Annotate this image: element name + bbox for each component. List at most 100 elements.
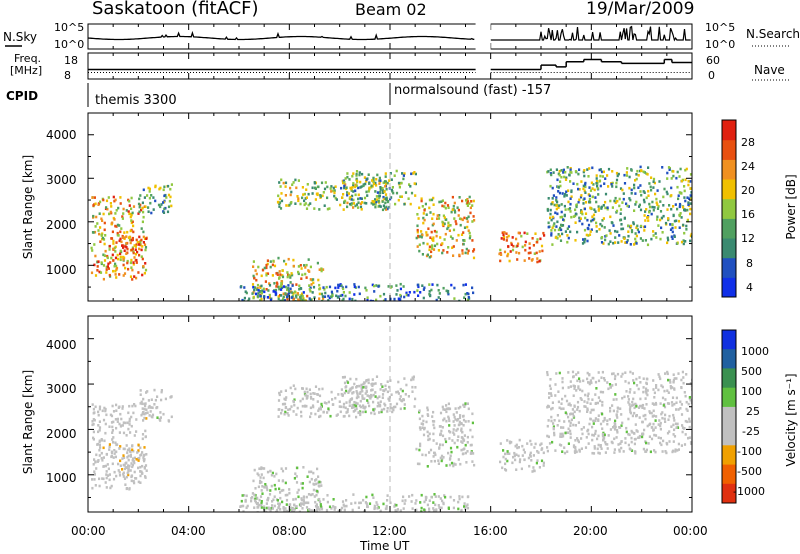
velocity-cell (144, 464, 148, 467)
velocity-cell (262, 476, 265, 480)
power-cell (680, 240, 684, 244)
velocity-cell (619, 426, 622, 429)
velocity-cell (131, 404, 134, 408)
velocity-cell (630, 436, 633, 440)
power-cell (628, 175, 631, 179)
velocity-cell (395, 510, 398, 512)
power-cell (104, 234, 107, 237)
power-cell (555, 196, 558, 199)
velocity-cell (118, 447, 121, 450)
power-cell (257, 292, 260, 295)
power-cell (99, 200, 102, 204)
power-cell (260, 297, 263, 301)
velocity-cell (254, 497, 257, 501)
velocity-cell (293, 507, 296, 511)
velocity-cell (606, 419, 609, 422)
power-cell (678, 205, 681, 209)
power-cell (378, 182, 381, 185)
power-cell (536, 238, 539, 241)
velocity-cell (348, 404, 351, 407)
velocity-cell (671, 404, 674, 407)
power-cell (628, 197, 631, 200)
velocity-cell (615, 436, 618, 439)
velocity-cell (499, 460, 502, 464)
power-cell (625, 171, 628, 174)
velocity-cell (319, 481, 322, 484)
velocity-cell (357, 506, 360, 509)
velocity-cell (529, 451, 532, 455)
power-cell (131, 211, 134, 215)
power-cell (289, 186, 292, 190)
power-cell (690, 191, 692, 194)
power-cell (447, 224, 450, 227)
power-cell (413, 290, 416, 294)
velocity-cell (395, 390, 398, 394)
velocity-cell (444, 440, 448, 444)
velocity-cell (564, 394, 567, 398)
velocity-cell (574, 445, 577, 449)
power-cell (659, 210, 663, 213)
velocity-cell (452, 431, 455, 434)
power-cell (579, 195, 583, 199)
velocity-cell (144, 402, 147, 405)
velocity-cell (411, 507, 414, 510)
velocity-cell (295, 505, 298, 508)
power-cell (163, 194, 166, 198)
velocity-cell (515, 453, 518, 456)
power-cell (389, 197, 392, 201)
velocity-cell (586, 394, 589, 398)
velocity-cell (440, 429, 443, 433)
velocity-cell (131, 444, 134, 448)
power-cell (346, 172, 349, 175)
power-cell (112, 259, 115, 262)
power-cell (385, 197, 389, 201)
velocity-cell (383, 407, 386, 411)
velocity-cell (97, 410, 100, 414)
velocity-cell (272, 498, 275, 501)
velocity-cell (573, 385, 576, 388)
velocity-cell (313, 495, 316, 498)
velocity-cell (312, 488, 315, 492)
velocity-cell (625, 390, 628, 393)
power-cell (330, 295, 333, 298)
power-cell (397, 181, 401, 185)
power-cell (558, 204, 561, 207)
velocity-cell (303, 392, 307, 396)
power-cell (376, 198, 379, 201)
power-cell (247, 299, 250, 301)
power-cell (684, 168, 687, 172)
velocity-cell (615, 398, 618, 401)
power-cell (679, 212, 682, 215)
power-cell (261, 289, 264, 293)
velocity-cell (308, 480, 311, 484)
velocity-cell (454, 418, 457, 421)
velocity-cell (319, 405, 322, 409)
power-cell (547, 197, 550, 200)
velocity-cell (360, 388, 363, 391)
power-cell (312, 278, 315, 281)
power-cell (442, 214, 445, 218)
power-cell (595, 200, 598, 204)
power-cell (552, 194, 555, 197)
power-cell (170, 204, 173, 208)
velocity-cell (107, 474, 110, 477)
power-cell (94, 274, 98, 277)
power-cell (100, 234, 103, 237)
velocity-cell (299, 502, 303, 505)
velocity-cell (577, 439, 580, 442)
velocity-cell (675, 401, 678, 404)
power-cell (414, 172, 417, 176)
power-cell (306, 183, 309, 186)
power-cell (535, 251, 538, 255)
power-cell (163, 207, 166, 211)
power-ytick-1000: 1000 (46, 263, 77, 277)
velocity-cell (672, 373, 675, 376)
power-cell (385, 205, 388, 209)
power-cell (122, 258, 125, 261)
velocity-cell (388, 399, 391, 402)
velocity-cell (514, 444, 517, 448)
power-cell (132, 224, 135, 228)
power-cell (106, 256, 109, 260)
velocity-cell (250, 499, 253, 503)
power-cell (371, 179, 374, 182)
